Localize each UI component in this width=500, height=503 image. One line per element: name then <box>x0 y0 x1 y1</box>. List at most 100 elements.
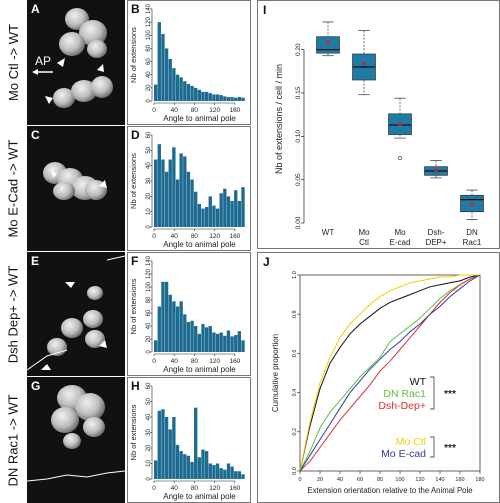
x-tick-label: 40 <box>337 477 343 483</box>
histogram-bar <box>164 171 169 227</box>
histogram-bar <box>168 58 172 101</box>
x-tick-label: 160 <box>229 358 240 365</box>
membrane-outline-g <box>27 470 125 482</box>
histogram-bar <box>212 94 216 101</box>
significance-label: *** <box>444 443 456 454</box>
histogram-bar <box>223 469 227 479</box>
histogram-bar <box>157 22 161 102</box>
legend-entry: DN Rac1 <box>383 388 426 400</box>
y-tick-label: 10 <box>146 460 152 467</box>
x-tick-label: 80 <box>377 477 383 483</box>
y-tick-label: 40 <box>146 162 152 169</box>
row-label-dn-rac1: DN Rac1 -> WT <box>5 393 21 487</box>
box <box>316 36 340 54</box>
category-label: Dsh- <box>428 228 445 237</box>
histogram-bar <box>219 332 223 352</box>
x-tick-label: 160 <box>229 233 240 240</box>
y-tick-label: 120 <box>146 16 152 27</box>
x-axis-title: Angle to animal pole <box>163 240 236 249</box>
histogram-bar <box>201 91 205 101</box>
histogram-bar <box>230 97 234 101</box>
histogram-bar <box>223 188 227 227</box>
histogram-bar <box>226 196 231 227</box>
significance-label: *** <box>444 389 456 400</box>
panel-letter-i: I <box>263 3 267 17</box>
x-tick-label: 160 <box>229 107 240 114</box>
ap-axis-label: AP <box>35 54 52 68</box>
significance-bracket <box>430 436 435 458</box>
y-tick-label: 40 <box>146 413 152 420</box>
x-tick-label: 20 <box>317 477 323 483</box>
histogram-bar <box>157 144 161 227</box>
histogram-bar <box>204 327 209 352</box>
x-tick-label: 120 <box>209 485 220 492</box>
x-tick-label: 120 <box>415 477 424 483</box>
y-tick-label: 60 <box>146 58 152 65</box>
x-tick-label: 40 <box>171 358 179 365</box>
y-tick-label: 30 <box>146 177 152 184</box>
histogram-bar <box>183 81 187 101</box>
histogram-bar <box>223 96 227 101</box>
histogram-bar <box>201 208 205 227</box>
y-tick-label: 0 <box>146 477 152 481</box>
y-tick-label: 40 <box>146 322 152 329</box>
histogram-bar <box>212 332 216 352</box>
panel-letter-a: A <box>31 2 40 16</box>
category-label: Mo <box>394 228 406 237</box>
histogram-bar <box>154 460 158 479</box>
category-label: Mo <box>358 228 370 237</box>
x-tick-label: 0 <box>152 358 156 365</box>
cumulative-line-mo-ctl <box>299 274 480 472</box>
x-tick-label: 60 <box>357 477 363 483</box>
histogram-bar <box>197 204 202 227</box>
histogram-bar <box>161 409 165 479</box>
boxplot-panel-i: I 0.00 0.05 0.10 0.15 0.20 Nb of extensions /… <box>257 0 500 249</box>
histogram-bar <box>197 333 202 352</box>
histogram-bar <box>186 455 191 479</box>
histogram-bar <box>201 324 205 352</box>
y-tick-label: 0 <box>146 99 152 103</box>
histogram-bar <box>175 179 180 227</box>
y-tick-label: 0.0 <box>292 467 298 475</box>
histogram-bar <box>175 306 180 352</box>
histogram-bar <box>234 471 238 479</box>
y-tick-label: 0.8 <box>292 310 298 318</box>
histogram-bar <box>208 196 212 227</box>
histogram-bar <box>219 193 223 227</box>
x-tick-label: 80 <box>191 233 199 240</box>
y-tick-label: 20 <box>146 192 152 199</box>
histogram-bar <box>186 171 191 227</box>
histogram-bar <box>154 159 158 227</box>
histogram-bar <box>215 94 220 101</box>
histogram-bar <box>241 340 245 352</box>
histogram-bar <box>204 91 209 101</box>
y-axis-title: Nb of extensions <box>129 27 138 83</box>
cumulative-line-mo-e-cad <box>299 274 481 472</box>
y-tick-label: 0 <box>146 350 152 354</box>
category-label: Rac1 <box>463 238 482 247</box>
x-tick-label: 120 <box>209 233 220 240</box>
histogram-bar <box>212 205 216 227</box>
histogram-bar <box>175 444 180 479</box>
x-tick-label: 120 <box>209 358 220 365</box>
histogram-bar <box>179 451 183 479</box>
histogram-bar <box>237 331 242 352</box>
cumulative-panel-j: J 0.0 0.2 0.4 0.6 0.8 1.0 0 20 40 60 80 100 120 140 16… <box>257 252 500 503</box>
histogram-bar <box>237 200 242 227</box>
legend-entry: Mo E-cad <box>381 448 426 460</box>
histogram-bar <box>226 463 231 479</box>
x-tick-label: 100 <box>395 477 404 483</box>
y-tick-label: 0.10 <box>295 130 302 143</box>
category-label: DN <box>466 228 478 237</box>
panel-letter-j: J <box>263 255 270 269</box>
category-label: E-cad <box>390 238 411 247</box>
y-tick-label: 0 <box>146 225 152 229</box>
histogram-bar <box>186 83 191 101</box>
histogram-bar <box>234 97 238 101</box>
mean-point <box>362 61 366 66</box>
histogram-bar <box>208 463 212 479</box>
micrograph-a: A AP <box>27 0 125 125</box>
y-tick-label: 0.6 <box>292 350 298 358</box>
row-label-dsh-dep: Dsh Dep+ -> WT <box>5 265 21 363</box>
y-tick-label: 140 <box>146 3 152 14</box>
